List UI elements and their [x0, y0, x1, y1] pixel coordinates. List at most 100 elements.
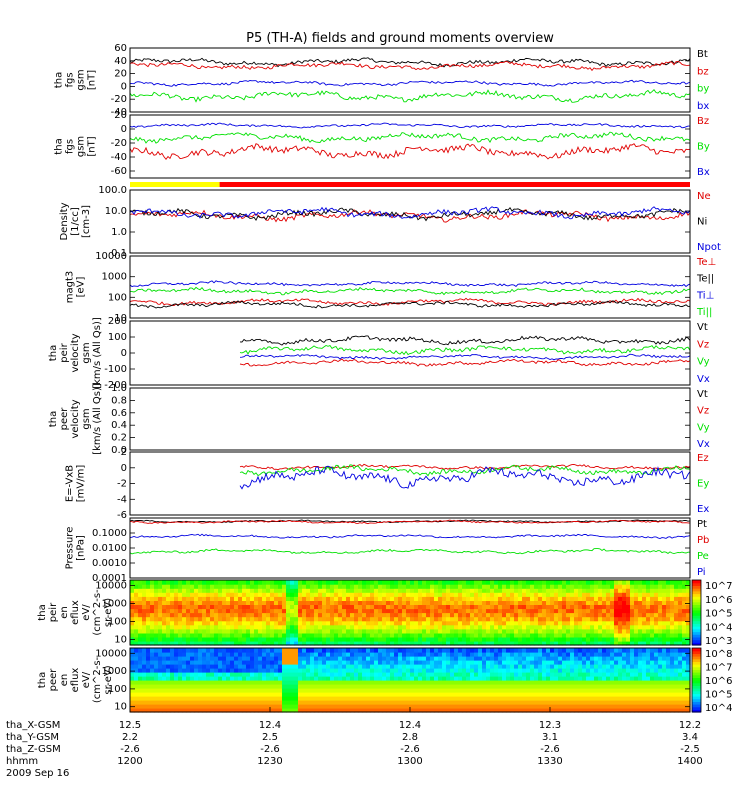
heatmap-cell	[654, 636, 659, 642]
heatmap-cell	[510, 708, 515, 713]
heatmap-cell	[554, 660, 559, 665]
colorbar-swatch	[692, 626, 701, 630]
heatmap-cell	[450, 604, 455, 610]
heatmap-cell	[430, 696, 435, 701]
heatmap-cell	[434, 648, 439, 653]
heatmap-cell	[278, 636, 283, 642]
heatmap-cell	[402, 672, 407, 677]
heatmap-cell	[210, 656, 215, 661]
heatmap-cell	[230, 684, 235, 689]
heatmap-cell	[462, 696, 467, 701]
heatmap-cell	[274, 632, 279, 638]
heatmap-cell	[566, 620, 571, 626]
heatmap-cell	[398, 700, 403, 705]
heatmap-cell	[682, 588, 687, 593]
heatmap-cell	[550, 672, 555, 677]
heatmap-cell	[434, 632, 439, 638]
heatmap-cell	[294, 584, 299, 589]
heatmap-cell	[662, 660, 667, 665]
heatmap-cell	[198, 588, 203, 593]
heatmap-cell	[650, 612, 655, 618]
heatmap-cell	[210, 612, 215, 618]
heatmap-cell	[218, 664, 223, 669]
heatmap-cell	[182, 656, 187, 661]
heatmap-cell	[542, 668, 547, 673]
heatmap-cell	[170, 580, 175, 585]
heatmap-cell	[398, 692, 403, 697]
heatmap-cell	[166, 608, 171, 614]
heatmap-cell	[614, 664, 619, 669]
heatmap-cell	[574, 584, 579, 589]
heatmap-cell	[506, 628, 511, 634]
heatmap-cell	[314, 624, 319, 630]
heatmap-cell	[570, 668, 575, 673]
heatmap-cell	[526, 608, 531, 614]
heatmap-cell	[406, 600, 411, 605]
heatmap-cell	[494, 628, 499, 634]
heatmap-cell	[194, 692, 199, 697]
heatmap-cell	[562, 620, 567, 626]
heatmap-cell	[178, 608, 183, 614]
heatmap-cell	[558, 700, 563, 705]
heatmap-cell	[286, 600, 291, 605]
heatmap-cell	[486, 592, 491, 597]
heatmap-cell	[130, 584, 135, 589]
heatmap-cell	[678, 624, 683, 630]
heatmap-cell	[138, 584, 143, 589]
heatmap-cell	[198, 620, 203, 626]
heatmap-cell	[510, 588, 515, 593]
heatmap-cell	[186, 688, 191, 693]
heatmap-cell	[626, 664, 631, 669]
heatmap-cell	[274, 624, 279, 630]
heatmap-cell	[498, 692, 503, 697]
heatmap-cell	[302, 676, 307, 681]
heatmap-cell	[574, 680, 579, 685]
heatmap-cell	[286, 676, 291, 681]
y-tick-label: 200	[108, 316, 127, 327]
heatmap-cell	[658, 660, 663, 665]
heatmap-cell	[166, 600, 171, 605]
heatmap-cell	[138, 620, 143, 626]
heatmap-cell	[406, 604, 411, 610]
heatmap-cell	[150, 588, 155, 593]
heatmap-cell	[558, 696, 563, 701]
heatmap-cell	[366, 700, 371, 705]
heatmap-cell	[218, 596, 223, 601]
heatmap-cell	[578, 704, 583, 709]
heatmap-cell	[362, 660, 367, 665]
heatmap-cell	[198, 592, 203, 597]
heatmap-cell	[338, 592, 343, 597]
heatmap-cell	[562, 704, 567, 709]
heatmap-cell	[622, 696, 627, 701]
heatmap-cell	[238, 620, 243, 626]
heatmap-cell	[486, 628, 491, 634]
heatmap-cell	[446, 692, 451, 697]
heatmap-cell	[682, 656, 687, 661]
heatmap-cell	[206, 680, 211, 685]
heatmap-cell	[422, 708, 427, 713]
heatmap-cell	[190, 668, 195, 673]
heatmap-cell	[226, 672, 231, 677]
heatmap-cell	[558, 636, 563, 642]
heatmap-cell	[282, 652, 287, 657]
heatmap-cell	[262, 672, 267, 677]
heatmap-cell	[626, 656, 631, 661]
heatmap-cell	[278, 640, 283, 646]
heatmap-cell	[366, 620, 371, 626]
heatmap-cell	[426, 708, 431, 713]
heatmap-cell	[570, 696, 575, 701]
heatmap-cell	[658, 688, 663, 693]
heatmap-cell	[338, 680, 343, 685]
heatmap-cell	[366, 628, 371, 634]
heatmap-cell	[310, 648, 315, 653]
heatmap-cell	[342, 580, 347, 585]
heatmap-cell	[586, 656, 591, 661]
heatmap-cell	[494, 688, 499, 693]
heatmap-cell	[230, 616, 235, 622]
heatmap-cell	[610, 648, 615, 653]
heatmap-cell	[294, 700, 299, 705]
heatmap-cell	[546, 688, 551, 693]
y-axis-label-line: fgs	[65, 139, 76, 154]
heatmap-cell	[226, 696, 231, 701]
heatmap-cell	[518, 600, 523, 605]
